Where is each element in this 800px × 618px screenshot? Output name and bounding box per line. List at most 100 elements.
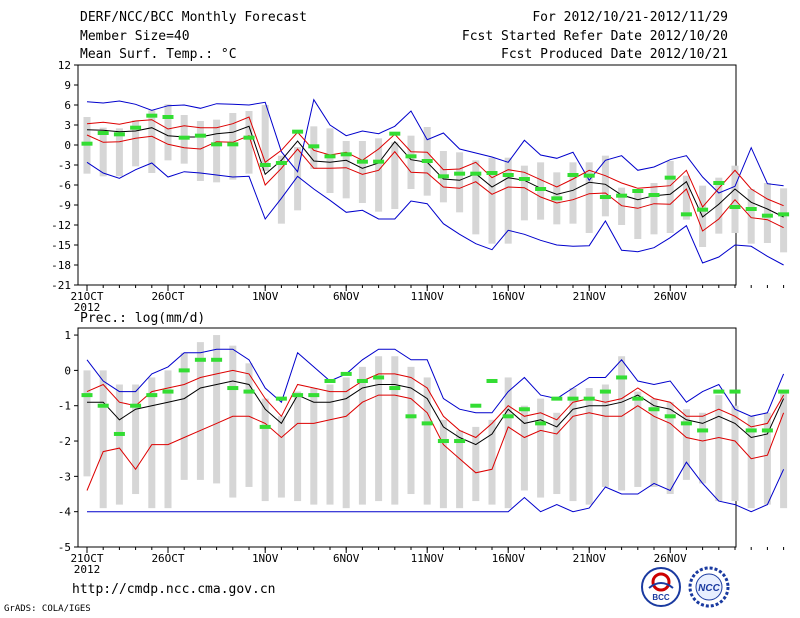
lower-line bbox=[86, 134, 784, 232]
member-marker bbox=[340, 371, 352, 376]
member-marker bbox=[486, 171, 498, 175]
member-marker bbox=[292, 129, 304, 134]
ensemble-range-bar bbox=[148, 377, 156, 509]
member-marker bbox=[97, 403, 109, 408]
max-line bbox=[86, 348, 785, 417]
member-marker bbox=[632, 189, 644, 193]
x-tick-label: 26NOV bbox=[654, 552, 687, 565]
member-marker bbox=[583, 396, 595, 401]
ensemble-range-bar bbox=[213, 335, 221, 484]
ensemble-range-bar bbox=[423, 377, 431, 505]
member-marker bbox=[778, 212, 790, 217]
member-marker bbox=[324, 378, 336, 383]
mean-line bbox=[87, 380, 785, 446]
ensemble-range-bar bbox=[634, 391, 642, 487]
member-marker bbox=[421, 421, 433, 426]
member-marker bbox=[616, 193, 628, 198]
ensemble-range-bar bbox=[715, 177, 723, 234]
member-marker bbox=[259, 424, 271, 429]
member-marker bbox=[632, 396, 644, 401]
y-tick-label: 6 bbox=[64, 99, 71, 112]
y-tick-label: -21 bbox=[51, 279, 71, 292]
ensemble-range-bar bbox=[666, 161, 674, 233]
ensemble-range-bar bbox=[407, 366, 415, 495]
ensemble-range-bar bbox=[488, 157, 496, 244]
x-tick-label: 6NOV bbox=[333, 552, 360, 565]
ensemble-range-bar bbox=[358, 366, 366, 505]
x-year-label: 2012 bbox=[74, 301, 101, 314]
member-marker bbox=[227, 142, 239, 147]
lower-line bbox=[86, 394, 785, 491]
ensemble-range-bar bbox=[358, 141, 366, 203]
ensemble-range-bar bbox=[196, 342, 204, 480]
member-marker bbox=[146, 393, 158, 398]
y-tick-label: -6 bbox=[58, 179, 71, 192]
member-marker bbox=[778, 389, 790, 394]
upper-line bbox=[86, 369, 785, 439]
y-tick-label: 1 bbox=[64, 329, 71, 342]
member-marker bbox=[697, 428, 709, 433]
ensemble-range-bar bbox=[747, 189, 755, 244]
member-marker bbox=[146, 113, 158, 118]
member-marker bbox=[518, 177, 530, 181]
member-marker bbox=[405, 414, 417, 419]
member-marker bbox=[535, 421, 547, 426]
member-marker bbox=[356, 378, 368, 383]
member-marker bbox=[194, 133, 206, 138]
ensemble-range-bar bbox=[537, 398, 545, 498]
ensemble-range-bar bbox=[164, 104, 172, 161]
member-marker bbox=[421, 159, 433, 163]
ensemble-range-bar bbox=[699, 412, 707, 484]
y-tick-label: -4 bbox=[58, 506, 72, 519]
member-size-label: Member Size=40 bbox=[80, 29, 190, 44]
y-tick-label: 3 bbox=[64, 119, 71, 132]
x-tick-label: 16NOV bbox=[492, 552, 525, 565]
x-tick-label: 11NOV bbox=[411, 290, 444, 303]
bcc-logo-text: BCC bbox=[652, 593, 670, 602]
plot-frame bbox=[77, 64, 737, 286]
forecast-start-date: Fcst Started Refer Date 2012/10/20 bbox=[461, 29, 728, 44]
y-tick-label: -3 bbox=[58, 159, 71, 172]
ensemble-range-bar bbox=[326, 128, 334, 193]
x-tick-label: 21NOV bbox=[573, 552, 606, 565]
ensemble-range-bar bbox=[310, 388, 318, 505]
ensemble-range-bar bbox=[83, 370, 91, 477]
member-marker bbox=[454, 439, 466, 444]
member-marker bbox=[130, 125, 142, 130]
x-tick-label: 1NOV bbox=[252, 290, 279, 303]
member-marker bbox=[599, 389, 611, 394]
ensemble-range-bar bbox=[294, 147, 302, 211]
y-tick-label: -18 bbox=[51, 259, 71, 272]
member-marker bbox=[275, 161, 287, 165]
y-tick-label: -1 bbox=[58, 400, 71, 413]
x-tick-label: 1NOV bbox=[252, 552, 279, 565]
x-tick-label: 21NOV bbox=[573, 290, 606, 303]
member-marker bbox=[745, 428, 757, 433]
forecast-produced-date: Fcst Produced Date 2012/10/21 bbox=[501, 47, 728, 62]
x-tick-label: 26OCT bbox=[151, 290, 184, 303]
ensemble-range-bar bbox=[763, 183, 771, 243]
member-marker bbox=[502, 414, 514, 419]
ensemble-range-bar bbox=[245, 111, 253, 174]
y-tick-label: -15 bbox=[51, 239, 71, 252]
member-marker bbox=[535, 187, 547, 191]
member-marker bbox=[680, 212, 692, 217]
member-marker bbox=[340, 152, 352, 157]
member-marker bbox=[113, 431, 125, 436]
ensemble-range-bar bbox=[650, 183, 658, 235]
member-marker bbox=[648, 193, 660, 197]
ensemble-range-bar bbox=[407, 135, 415, 189]
ensemble-range-bar bbox=[504, 377, 512, 509]
ensemble-range-bar bbox=[682, 409, 690, 480]
member-marker bbox=[551, 396, 563, 401]
member-marker bbox=[389, 386, 401, 391]
member-marker bbox=[761, 428, 773, 433]
x-tick-label: 21OCT bbox=[70, 290, 103, 303]
website-url[interactable]: http://cmdp.ncc.cma.gov.cn bbox=[72, 582, 276, 597]
ensemble-range-bar bbox=[342, 377, 350, 509]
ensemble-range-bar bbox=[115, 384, 123, 505]
ensemble-range-bar bbox=[277, 155, 285, 224]
member-marker bbox=[470, 403, 482, 408]
y-tick-label: 12 bbox=[58, 59, 71, 72]
member-marker bbox=[113, 132, 125, 137]
